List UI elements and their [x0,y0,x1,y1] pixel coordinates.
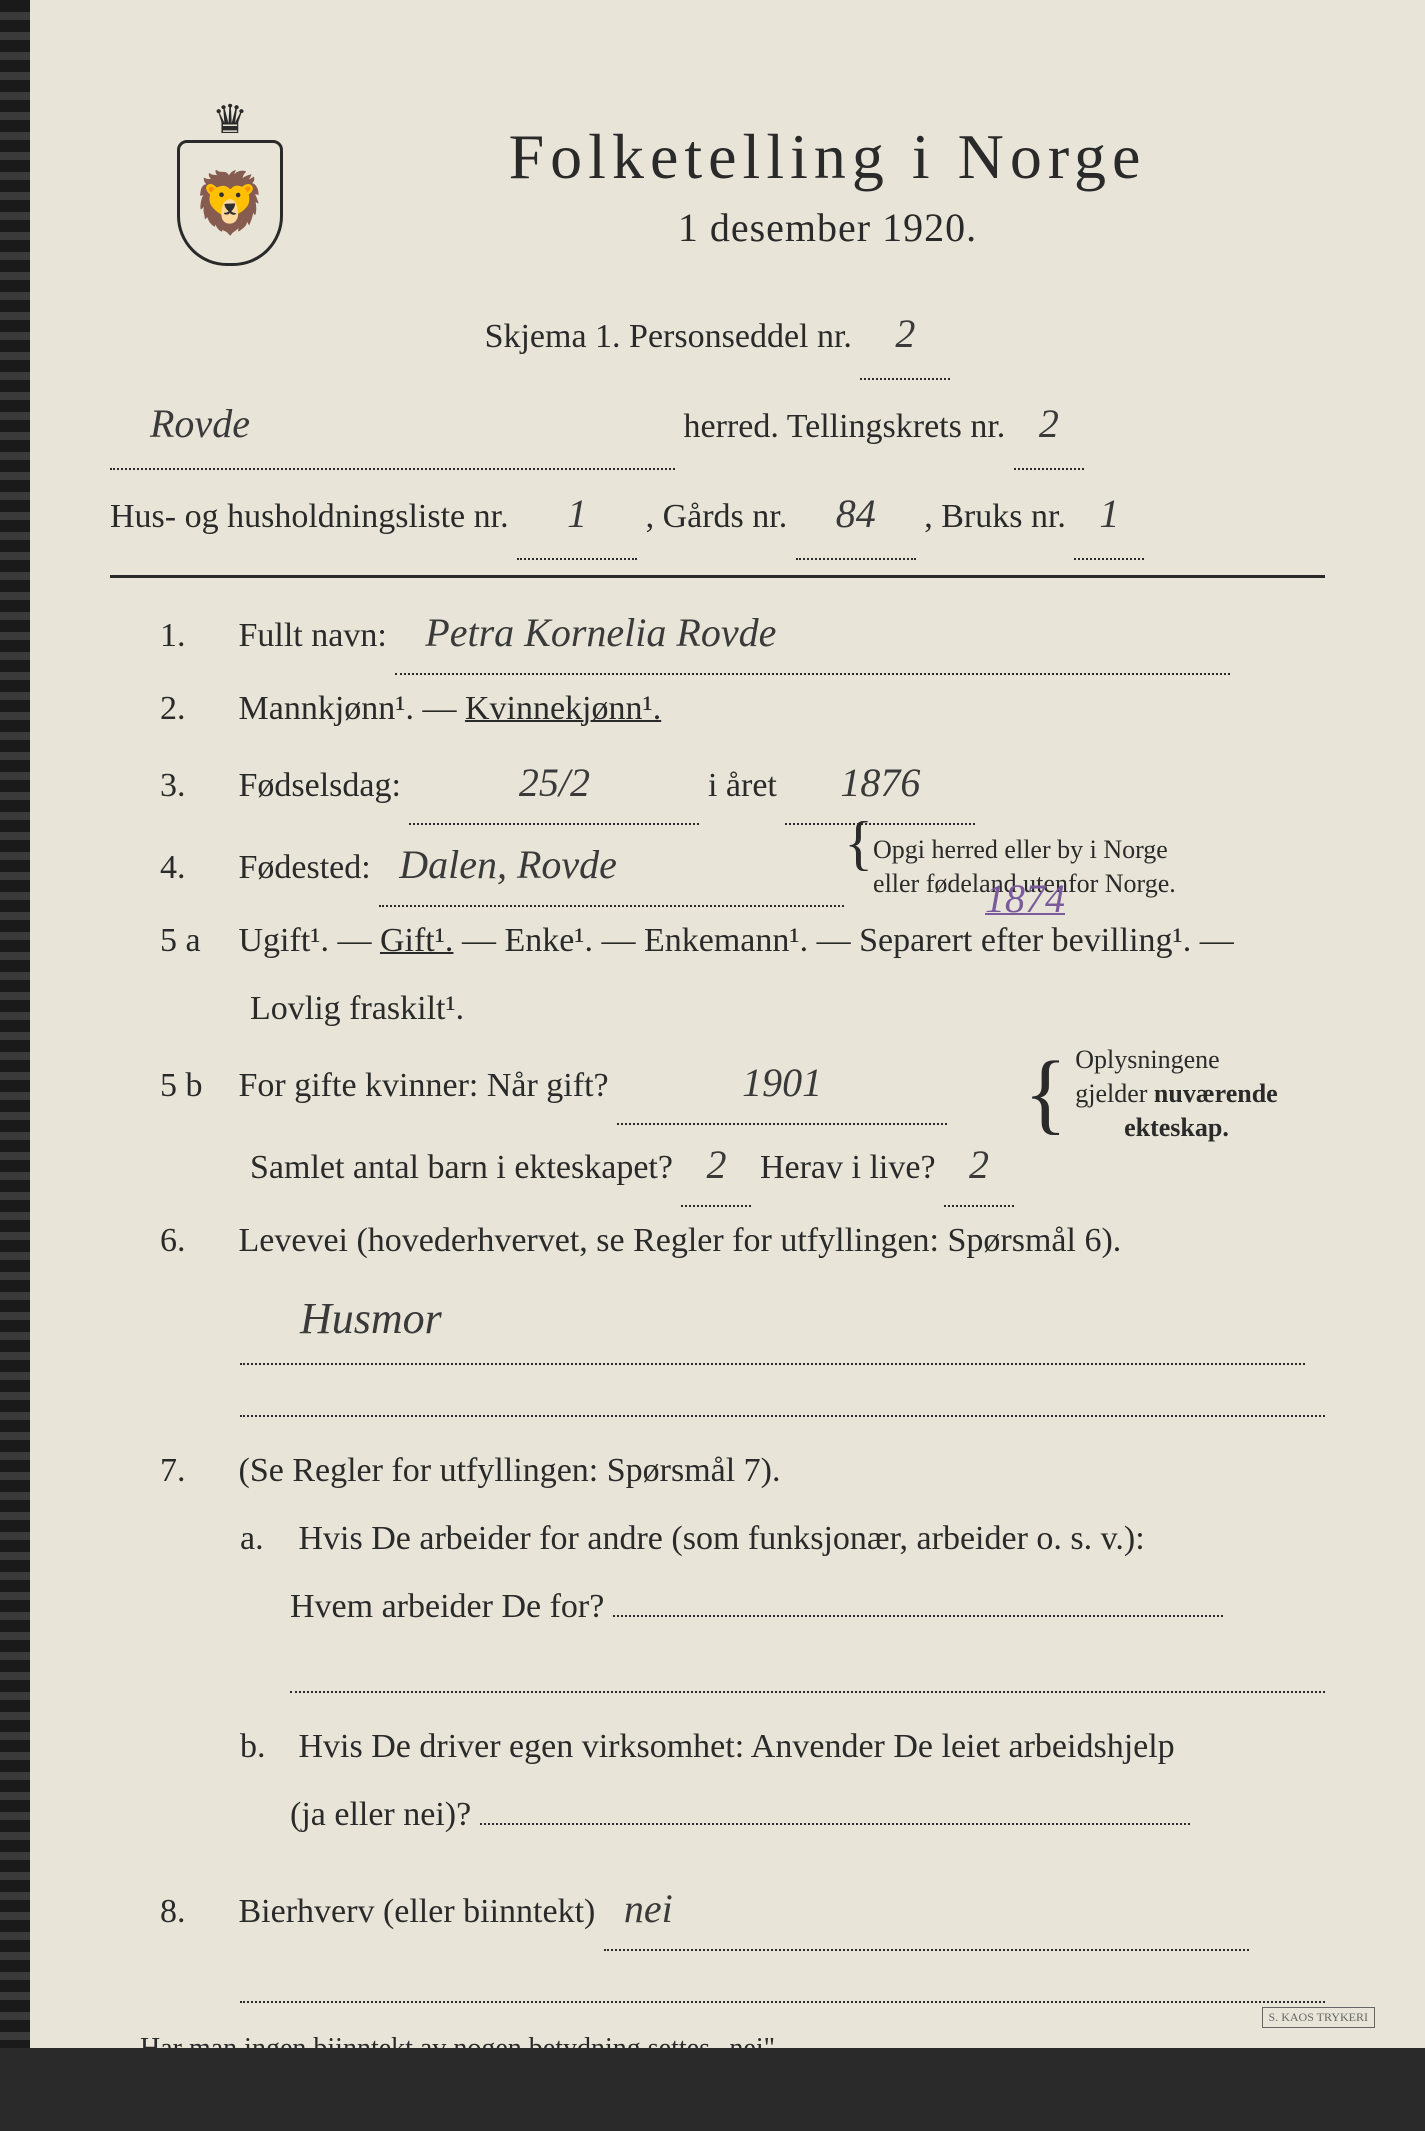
q6-answer-line: Husmor [240,1275,1325,1365]
q4-note1: Opgi herred eller by i Norge [873,833,1176,867]
q7: 7. (Se Regler for utfyllingen: Spørsmål … [140,1437,1325,1505]
personseddel-value: 2 [860,290,950,380]
q5b-value3: 2 [944,1125,1014,1207]
q7a-text2: Hvem arbeider De for? [290,1588,604,1625]
q2-num: 2. [160,675,230,743]
q5a-opt4: Enkemann¹. [644,922,808,959]
q4-value: Dalen, Rovde [379,825,844,907]
husliste-line: Hus- og husholdningsliste nr. 1 , Gårds … [110,470,1325,560]
census-form-page: ♛ 🦁 Folketelling i Norge 1 desember 1920… [0,0,1425,2048]
q5b-label2: Samlet antal barn i ekteskapet? [250,1149,673,1186]
q5a-opt3: Enke¹. [504,922,593,959]
q4-label: Fødested: [239,849,371,886]
q7a-value [613,1615,1223,1617]
q5b-num: 5 b [160,1052,230,1120]
q8: 8. Bierhverv (eller biinntekt) nei [140,1869,1325,1951]
q7b-line2: (ja eller nei)? [290,1781,1325,1849]
husliste-value3: 1 [1074,470,1144,560]
q5b: 5 b For gifte kvinner: Når gift? 1901 Sa… [140,1043,1325,1207]
husliste-label1: Hus- og husholdningsliste nr. [110,498,509,535]
q3-year-label: i året [708,767,777,804]
husliste-label2: , Gårds nr. [646,498,788,535]
q2-opt1: Mannkjønn¹. [239,690,414,727]
q6: 6. Levevei (hovederhvervet, se Regler fo… [140,1207,1325,1275]
q5b-value2: 2 [681,1125,751,1207]
q7-num: 7. [160,1437,230,1505]
krets-value: 2 [1014,380,1084,470]
divider-1 [110,575,1325,578]
q4-num: 4. [160,834,230,902]
q5b-value1: 1901 [617,1043,947,1125]
q1: 1. Fullt navn: Petra Kornelia Rovde [140,593,1325,675]
brace-icon: { [844,825,873,861]
q3-label: Fødselsdag: [239,767,401,804]
q1-num: 1. [160,602,230,670]
q6-label: Levevei (hovederhvervet, se Regler for u… [239,1222,1122,1259]
q3-day-value: 25/2 [409,743,699,825]
q2-opt2: Kvinnekjønn¹. [465,690,661,727]
q7a-text1: Hvis De arbeider for andre (som funksjon… [299,1520,1145,1557]
q5a-num: 5 a [160,907,230,975]
q5a: 5 a Ugift¹. — Gift¹. — Enke¹. — Enkemann… [140,907,1325,1043]
blank-line-8 [240,1971,1325,2003]
q5b-note1: Oplysningene [1075,1043,1277,1077]
blank-line-6 [240,1385,1325,1417]
q4: 4. Fødested: Dalen, Rovde { Opgi herred … [140,825,1325,907]
header: ♛ 🦁 Folketelling i Norge 1 desember 1920… [170,100,1325,260]
printer-stamp: S. KAOS TRYKERI [1262,2007,1375,2028]
q5b-note2: gjelder nuværende [1075,1077,1277,1111]
shield-icon: 🦁 [177,140,283,266]
q3-num: 3. [160,752,230,820]
q7b-text1: Hvis De driver egen virksomhet: Anvender… [299,1728,1175,1765]
herred-line: Rovde herred. Tellingskrets nr. 2 [110,380,1325,470]
q5a-opt2: Gift¹. [380,922,453,959]
q6-value: Husmor [240,1275,1305,1365]
annotation-1874: 1874 [985,875,1065,922]
footer-note: Har man ingen biinntekt av nogen betydni… [140,2033,1325,2065]
q3-year-value: 1876 [785,743,975,825]
coat-of-arms: ♛ 🦁 [170,100,290,260]
q2-dash: — [422,690,465,727]
title-block: Folketelling i Norge 1 desember 1920. [330,100,1325,251]
q7a-num: a. [240,1505,290,1573]
q1-label: Fullt navn: [239,617,387,654]
q1-value: Petra Kornelia Rovde [395,593,1230,675]
q8-value: nei [604,1869,1249,1951]
subtitle: 1 desember 1920. [330,204,1325,251]
q7a: a. Hvis De arbeider for andre (som funks… [240,1505,1325,1573]
husliste-value2: 84 [796,470,916,560]
q8-label: Bierhverv (eller biinntekt) [239,1893,596,1930]
q6-num: 6. [160,1207,230,1275]
q5a-opt1: Ugift¹. [239,922,329,959]
blank-line-7a [290,1661,1325,1693]
q7b: b. Hvis De driver egen virksomhet: Anven… [240,1713,1325,1781]
main-title: Folketelling i Norge [330,120,1325,194]
lion-icon: 🦁 [193,168,268,239]
q7-label: (Se Regler for utfyllingen: Spørsmål 7). [239,1452,781,1489]
q3: 3. Fødselsdag: 25/2 i året 1876 [140,743,1325,825]
q5b-note-box: { Oplysningene gjelder nuværende ekteska… [1024,1043,1278,1144]
q7b-value [480,1823,1190,1825]
q5b-note3: ekteskap. [1075,1111,1277,1145]
q5a-opt5: Separert efter bevilling¹. [859,922,1191,959]
herred-label: herred. Tellingskrets nr. [684,408,1006,445]
husliste-value1: 1 [517,470,637,560]
binding-edge [0,0,30,2048]
husliste-label3: , Bruks nr. [924,498,1066,535]
q5b-label3: Herav i live? [760,1149,936,1186]
crown-icon: ♛ [170,100,290,140]
q7a-line2: Hvem arbeider De for? [290,1573,1325,1641]
q8-num: 8. [160,1878,230,1946]
q7b-text2: (ja eller nei)? [290,1796,471,1833]
q5b-label1: For gifte kvinner: Når gift? [239,1067,609,1104]
skjema-label: Skjema 1. Personseddel nr. [485,318,852,355]
herred-value: Rovde [110,380,675,470]
q5a-opt6: Lovlig fraskilt¹. [250,990,464,1027]
footnote: ¹ Her kan svares ved tydelig understrekn… [110,2095,1325,2131]
q7b-num: b. [240,1713,290,1781]
skjema-line: Skjema 1. Personseddel nr. 2 [110,290,1325,380]
q2: 2. Mannkjønn¹. — Kvinnekjønn¹. [140,675,1325,743]
brace-icon: { [1024,1058,1067,1130]
